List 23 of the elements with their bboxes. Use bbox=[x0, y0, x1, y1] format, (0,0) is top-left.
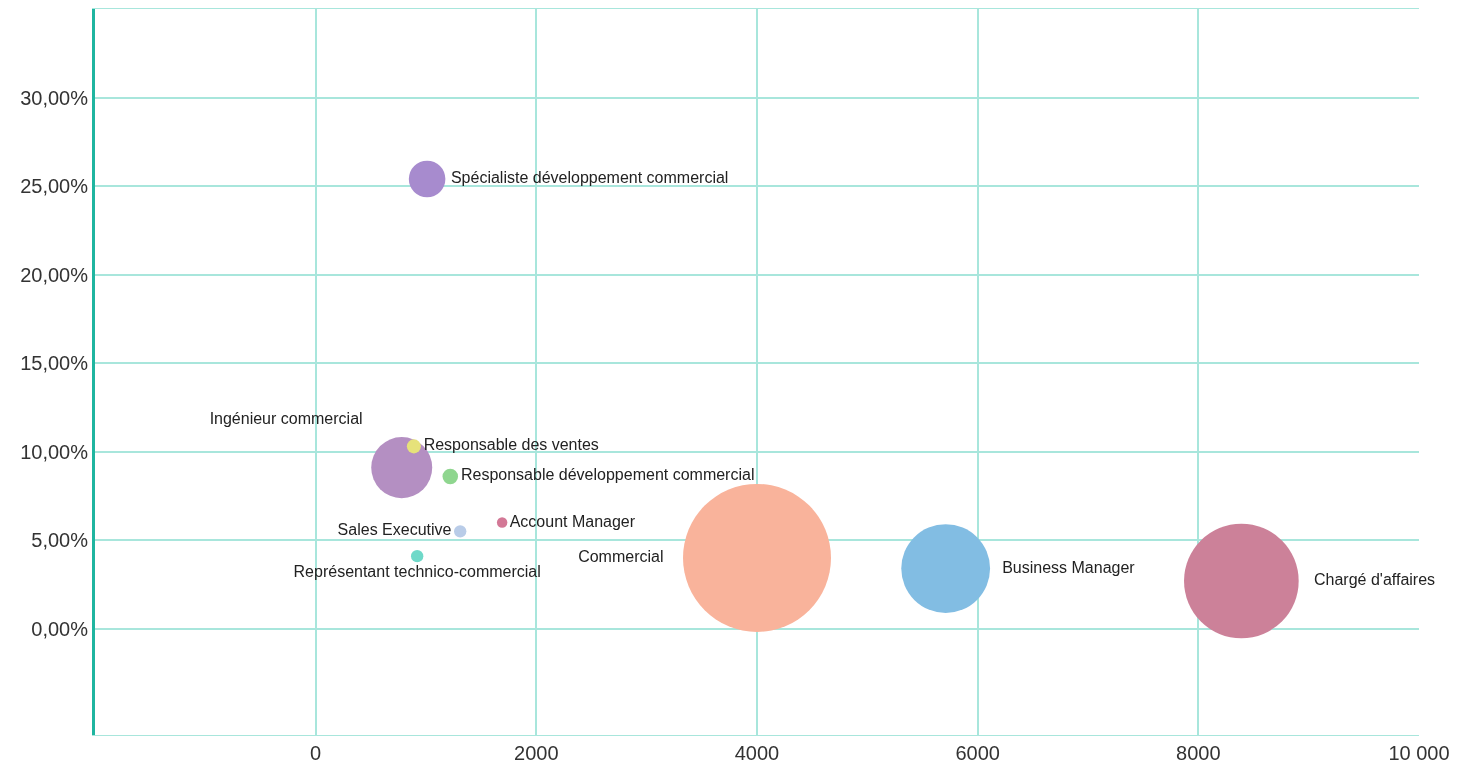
x-tick-label: 4000 bbox=[734, 742, 780, 764]
series-label: Chargé d'affaires bbox=[1314, 570, 1436, 588]
x-tick-label: 6000 bbox=[955, 742, 1000, 764]
series-label: Responsable des ventes bbox=[423, 436, 599, 454]
y-tick-label: 25,00% bbox=[20, 175, 89, 198]
series-label: Sales Executive bbox=[337, 521, 452, 539]
x-tick-label: 0 bbox=[310, 742, 322, 764]
series-label: Spécialiste développement commercial bbox=[450, 168, 729, 186]
x-tick-label: 10 000 bbox=[1388, 742, 1450, 764]
y-tick-label: 30,00% bbox=[20, 86, 89, 109]
x-tick-label: 2000 bbox=[514, 742, 559, 764]
series-label: Représentant technico-commercial bbox=[293, 562, 541, 580]
series-label: Account Manager bbox=[509, 512, 636, 530]
series-label: Responsable développement commercial bbox=[460, 466, 755, 484]
y-tick-label: 20,00% bbox=[20, 263, 89, 286]
y-tick-label: 10,00% bbox=[20, 440, 89, 463]
y-tick-label: 5,00% bbox=[31, 529, 89, 552]
series-label: Business Manager bbox=[1002, 558, 1136, 576]
x-tick-label: 8000 bbox=[1176, 742, 1221, 764]
series-label: Commercial bbox=[578, 547, 664, 565]
y-tick-label: 15,00% bbox=[20, 352, 89, 375]
y-tick-label: 0,00% bbox=[31, 617, 89, 640]
series-label: Ingénieur commercial bbox=[209, 410, 363, 428]
